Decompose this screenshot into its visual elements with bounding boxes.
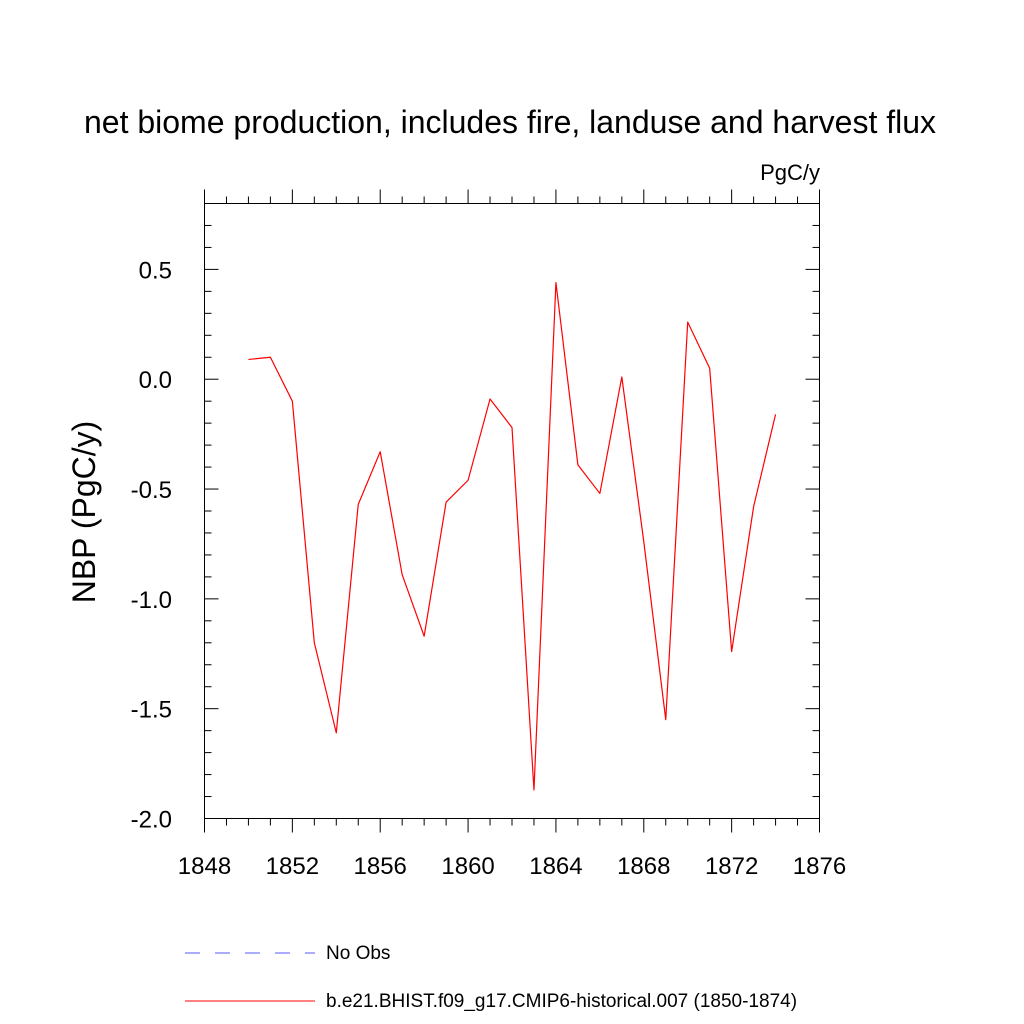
chart-title: net biome production, includes fire, lan… bbox=[84, 104, 936, 140]
x-tick-label: 1868 bbox=[617, 853, 670, 880]
y-tick-label: -1.5 bbox=[131, 697, 172, 724]
legend-label-historical: b.e21.BHIST.f09_g17.CMIP6-historical.007… bbox=[326, 991, 797, 1012]
series-line bbox=[248, 281, 777, 791]
x-tick-label: 1856 bbox=[354, 853, 407, 880]
x-tick-label: 1872 bbox=[705, 853, 758, 880]
units-label: PgC/y bbox=[760, 160, 820, 185]
y-tick-label: 0.0 bbox=[139, 367, 172, 394]
x-tick-label: 1852 bbox=[266, 853, 319, 880]
axis-ticks: -2.0 -1.5 -1.0 -0.5 0.0 0.5 1848 1852 1856 1860 18… bbox=[131, 189, 846, 880]
legend-label-no-obs: No Obs bbox=[326, 943, 390, 964]
y-tick-label: -0.5 bbox=[131, 477, 172, 504]
plot-frame bbox=[204, 203, 820, 819]
legend: No Obs b.e21.BHIST.f09_g17.CMIP6-histori… bbox=[185, 943, 797, 1012]
series-layer bbox=[248, 281, 777, 791]
y-tick-label: -2.0 bbox=[131, 807, 172, 834]
x-tick-label: 1848 bbox=[178, 853, 231, 880]
y-axis-label: NBP (PgC/y) bbox=[66, 421, 102, 604]
x-tick-label: 1876 bbox=[793, 853, 846, 880]
y-tick-label: -1.0 bbox=[131, 587, 172, 614]
x-tick-label: 1860 bbox=[441, 853, 494, 880]
x-tick-label: 1864 bbox=[529, 853, 582, 880]
y-tick-label: 0.5 bbox=[139, 257, 172, 284]
